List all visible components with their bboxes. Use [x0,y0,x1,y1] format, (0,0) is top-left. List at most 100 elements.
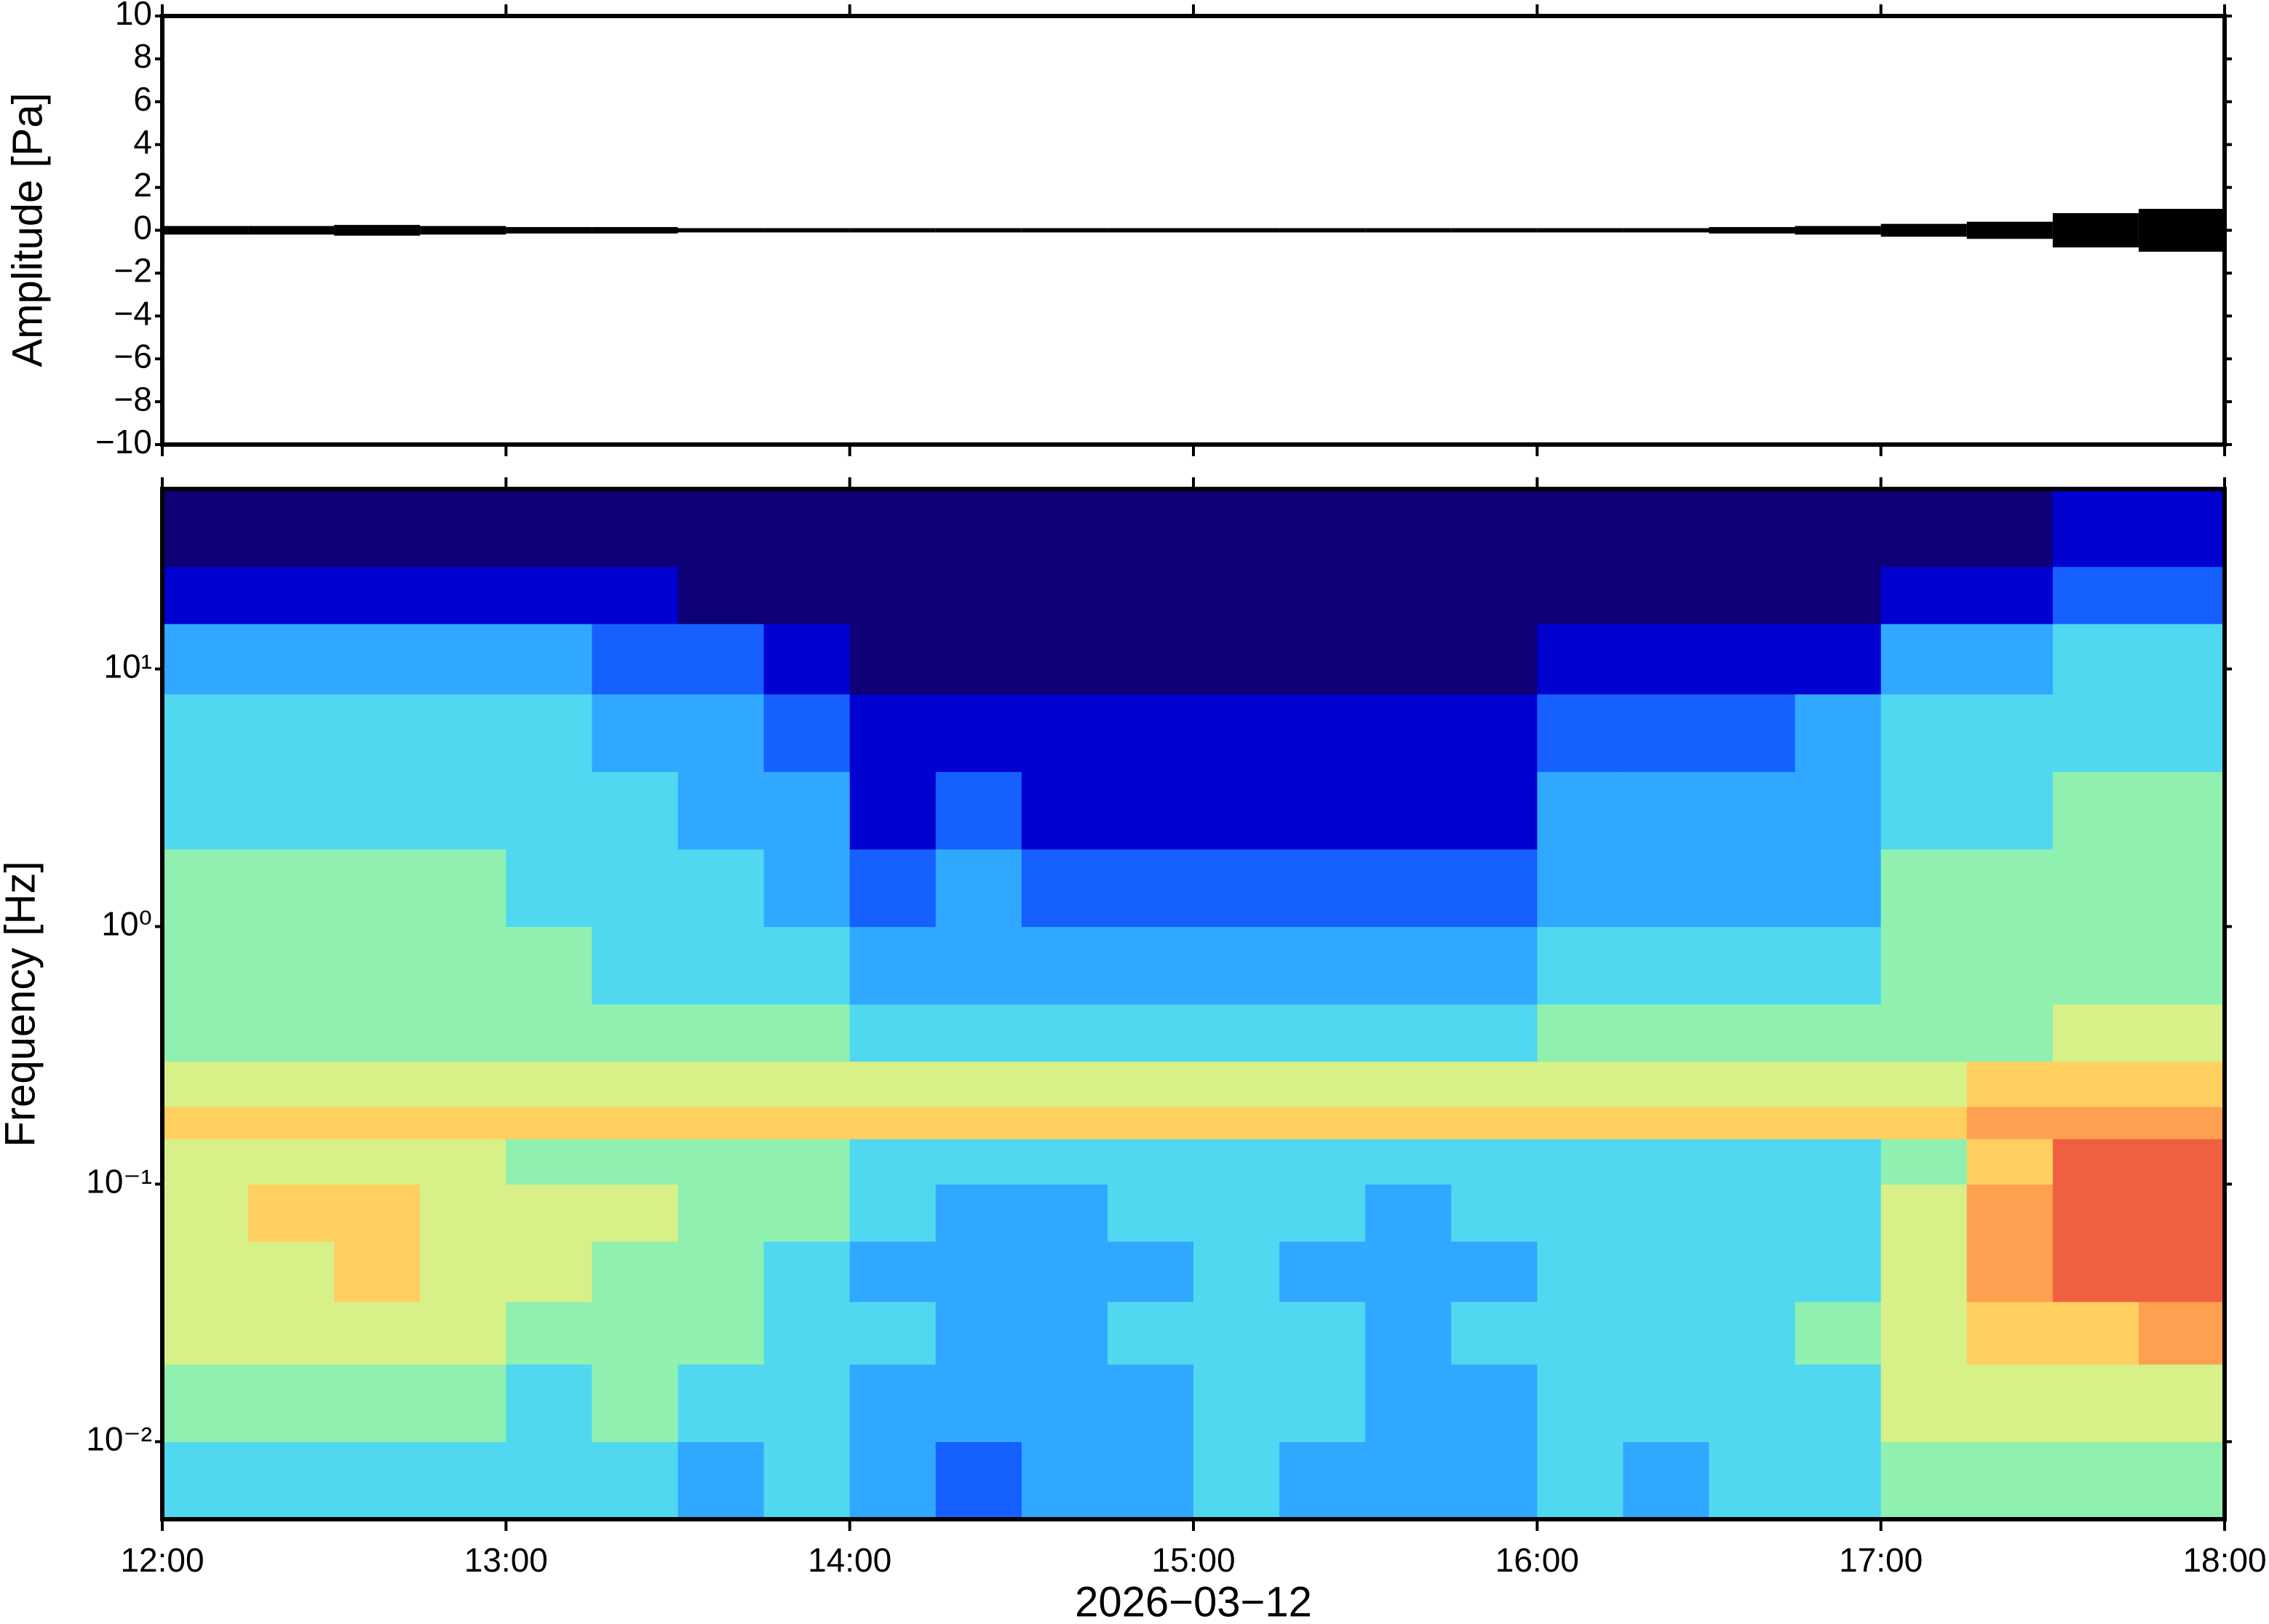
spectrogram-cell [2052,848,2139,928]
spectrogram-cell [1880,489,1968,568]
spectrogram-cell [1451,489,1538,568]
spectrogram-cell [1795,566,1882,624]
spectrogram-cell [506,489,593,568]
spectrogram-cell [1107,1139,1194,1185]
spectrogram-cell [162,1184,249,1242]
spectrogram-cell [1795,1004,1882,1062]
spectrogram-cell [935,1441,1022,1520]
spectrogram-cell [506,693,593,772]
spectrogram-cell [592,926,679,1005]
spectrogram-cell [334,1441,421,1520]
spectrogram-cell [506,566,593,624]
spectrogram-cell [1537,1106,1624,1139]
spectrogram-cell [1193,566,1280,624]
spectrogram-cell [1880,624,1968,695]
spectrogram-cell [1279,926,1366,1005]
spectrogram-cell [334,1364,421,1443]
spectrogram-cell [506,1441,593,1520]
spectrogram-cell [592,489,679,568]
spectrogram-cell [1279,566,1366,624]
spectrogram-cell [1623,926,1710,1005]
spectrogram-cell [1279,771,1366,850]
amplitude-envelope [1021,228,1108,233]
spectrogram-cell [1880,926,1968,1005]
spectrogram-cell [1537,1184,1624,1242]
x-tick-label: 14:00 [808,1541,891,1579]
spectrogram-cell [420,1301,506,1365]
spectrogram-cell [849,1004,937,1062]
spectrogram-cell [1107,1301,1194,1365]
spectrogram-cell [1365,1061,1452,1107]
spectrogram-cell [935,1004,1022,1062]
spectrogram-cell [162,1301,249,1365]
spectrogram-cell [1279,693,1366,772]
spectrogram-cell [248,1004,335,1062]
amplitude-envelope [1107,228,1193,233]
y-tick-label: 10⁰ [101,905,152,943]
spectrogram-cell [935,693,1022,772]
amplitude-envelope [849,228,936,233]
spectrogram-cell [763,1139,851,1185]
spectrogram-cell [1021,1139,1108,1185]
spectrogram-cell [1107,771,1194,850]
y-tick-label: −2 [114,252,152,290]
spectrogram-cell [1193,926,1280,1005]
spectrogram-cell [849,693,937,772]
spectrogram-cell [849,1061,937,1107]
spectrogram-cell [248,693,335,772]
spectrogram-cell [1537,1301,1624,1365]
spectrogram-cell [935,489,1022,568]
spectrogram-cell [1966,926,2054,1005]
spectrogram-cell [763,926,851,1005]
amplitude-envelope [935,228,1022,233]
spectrogram-cell [1107,1061,1194,1107]
spectrogram-cell [1537,926,1624,1005]
spectrogram-cell [592,624,679,695]
spectrogram-cell [1451,566,1538,624]
spectrogram-cell [1021,1061,1108,1107]
spectrogram-cell [1966,1441,2054,1520]
spectrogram-cell [1795,1301,1882,1365]
spectrogram-cell [2052,1301,2139,1365]
spectrogram-cell [1537,771,1624,850]
spectrogram-cell [592,1364,679,1443]
spectrogram-cell [2138,1301,2225,1365]
spectrogram-cell [2138,624,2225,695]
spectrogram-cell [1021,1441,1108,1520]
spectrogram-cell [506,848,593,928]
spectrogram-cell [248,566,335,624]
spectrogram-cell [1623,1301,1710,1365]
plot-frame [160,487,2227,1521]
spectrogram-cell [420,771,506,850]
spectrogram-cell [1365,926,1452,1005]
spectrogram-cell [849,1184,937,1242]
spectrogram-cell [1537,1139,1624,1185]
spectrogram-cell [1795,771,1882,850]
spectrogram-cell [677,1061,765,1107]
spectrogram-cell [1966,1004,2054,1062]
spectrogram-cell [677,489,765,568]
spectrogram-cell [162,693,249,772]
spectrogram-cell [162,1061,249,1107]
spectrogram-cell [2052,1184,2139,1242]
spectrogram-cell [1107,624,1194,695]
spectrogram-cell [248,1106,335,1139]
spectrogram-cell [1107,848,1194,928]
spectrogram-cell [506,1241,593,1302]
spectrogram-cell [1193,1139,1280,1185]
spectrogram-cell [420,624,506,695]
spectrogram-cell [1709,1441,1796,1520]
amplitude-envelope [248,226,335,235]
spectrogram-cell [248,1241,335,1302]
spectrogram-cell [1193,693,1280,772]
spectrogram-cell [849,926,937,1005]
spectrogram-cell [763,1184,851,1242]
x-tick-label: 13:00 [464,1541,548,1579]
spectrogram-cell [420,1184,506,1242]
spectrogram-cell [763,624,851,695]
spectrogram-cell [1880,1061,1968,1107]
spectrogram-cell [677,771,765,850]
spectrogram-cell [677,1301,765,1365]
spectrogram-cell [677,848,765,928]
